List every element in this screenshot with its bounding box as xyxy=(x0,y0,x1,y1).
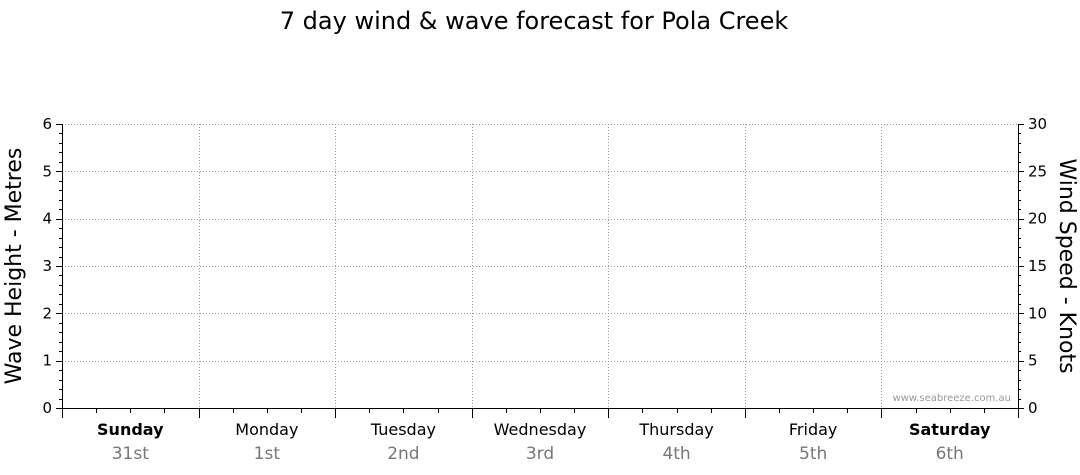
right-tick-label: 5 xyxy=(1028,352,1038,370)
right-tick-label: 0 xyxy=(1028,399,1038,417)
left-axis-title: Wave Height - Metres xyxy=(2,148,27,385)
day-label: Monday xyxy=(235,420,298,439)
right-tick-label: 15 xyxy=(1028,257,1047,275)
left-axis-ticks: 0 1 2 3 4 5 6 xyxy=(42,115,62,417)
left-tick-label: 0 xyxy=(42,399,52,417)
date-label: 5th xyxy=(799,444,827,464)
watermark-text: www.seabreeze.com.au xyxy=(893,393,1011,404)
day-label: Thursday xyxy=(638,420,713,439)
date-label: 1st xyxy=(254,444,281,464)
date-label: 2nd xyxy=(387,444,419,464)
left-tick-label: 2 xyxy=(42,304,52,322)
right-tick-label: 20 xyxy=(1028,210,1047,228)
right-tick-label: 10 xyxy=(1028,304,1047,322)
day-label: Wednesday xyxy=(494,420,587,439)
day-label: Tuesday xyxy=(370,420,436,439)
left-tick-label: 5 xyxy=(42,162,52,180)
left-tick-label: 4 xyxy=(42,210,52,228)
date-label: 6th xyxy=(936,444,964,464)
day-label: Sunday xyxy=(97,420,164,439)
x-axis-day-labels: Sunday 31st Monday 1st Tuesday 2nd Wednesday 3r… xyxy=(62,408,1019,464)
left-tick-label: 3 xyxy=(42,257,52,275)
grid-lines xyxy=(62,124,1018,408)
day-label: Friday xyxy=(789,420,838,439)
right-axis-ticks: 0 5 10 15 20 25 30 xyxy=(1018,115,1047,417)
date-label: 4th xyxy=(662,444,690,464)
right-tick-label: 25 xyxy=(1028,162,1047,180)
left-tick-label: 6 xyxy=(42,115,52,133)
date-label: 3rd xyxy=(526,444,554,464)
chart-title: 7 day wind & wave forecast for Pola Cree… xyxy=(280,7,789,35)
right-tick-label: 30 xyxy=(1028,115,1047,133)
date-label: 31st xyxy=(112,444,149,464)
day-label: Saturday xyxy=(909,420,991,439)
left-tick-label: 1 xyxy=(42,352,52,370)
right-axis-title: Wind Speed - Knots xyxy=(1054,158,1079,373)
